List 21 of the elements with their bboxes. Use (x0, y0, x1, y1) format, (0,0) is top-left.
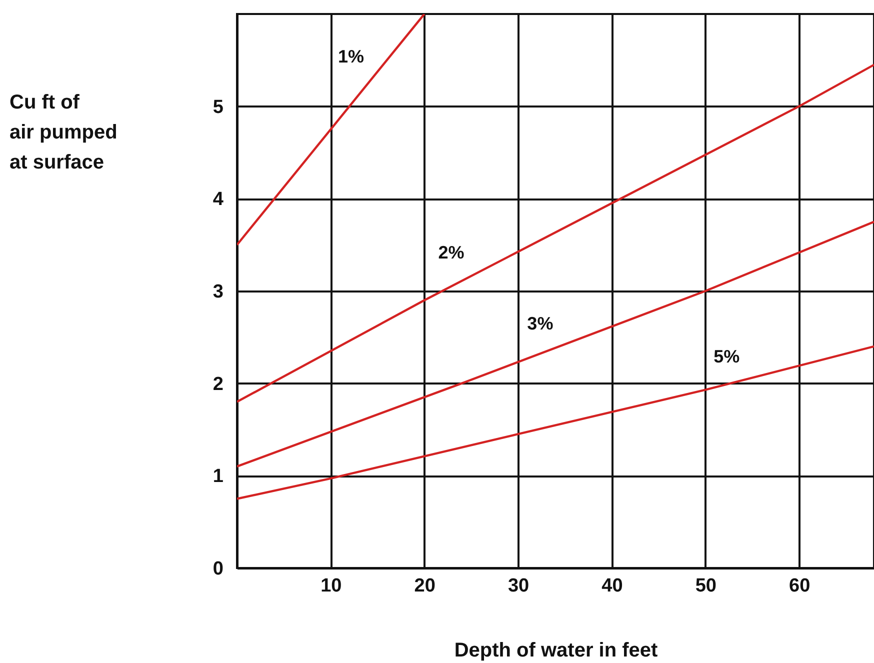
line-series (237, 345, 874, 500)
y-tick-label: 3 (212, 282, 224, 302)
annotation: 3% (527, 313, 554, 334)
y-tick-label: 2 (212, 374, 224, 395)
x-tick-label: 50 (695, 576, 716, 596)
line-series (237, 220, 874, 468)
y-tick-label: 0 (212, 558, 224, 580)
y-tick-label: 1 (212, 466, 224, 488)
annotation: 2% (438, 242, 464, 262)
line-series (237, 64, 874, 403)
x-tick-label: 10 (320, 576, 342, 596)
annotation: 5% (714, 346, 740, 367)
annotation: 1% (338, 46, 364, 67)
y-tick-label: 5 (212, 96, 224, 118)
y-axis-title: Cu ft of air pumped at surface (10, 92, 118, 174)
x-tick-label: 30 (508, 576, 530, 596)
x-axis-title: Depth of water in feet (454, 640, 658, 662)
x-tick-label: 40 (602, 576, 623, 596)
x-tick-label: 60 (788, 576, 810, 596)
x-tick-label: 20 (414, 576, 436, 596)
y-tick-label: 4 (212, 189, 224, 210)
